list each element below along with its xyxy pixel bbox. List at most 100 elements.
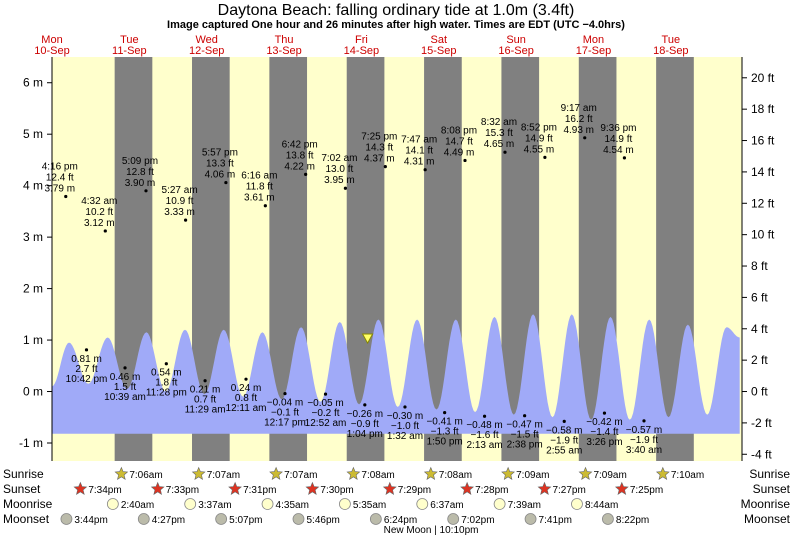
sunrise-star-icon — [269, 466, 283, 480]
day-date: 13-Sep — [266, 45, 301, 57]
high-tide-meters: 4.22 m — [284, 161, 315, 172]
high-tide-time: 4:32 am — [81, 196, 117, 207]
day-date: 16-Sep — [498, 45, 533, 57]
low-tide-time: 11:28 pm — [146, 388, 187, 399]
moonrise-moon-icon — [261, 498, 274, 510]
moonset-row-label-left: Moonset — [3, 512, 50, 526]
high-tide-time: 5:57 pm — [202, 148, 238, 159]
low-tide-feet: −0.1 ft — [271, 408, 299, 419]
sunset-time: 7:34pm — [88, 485, 121, 496]
sunset-star-icon — [73, 481, 88, 495]
high-tide-feet: 13.3 ft — [206, 159, 234, 170]
sunrise-time: 7:09am — [593, 470, 626, 481]
day-name: Tue — [120, 34, 139, 46]
high-tide-feet: 14.9 ft — [605, 134, 633, 145]
sunrise-time: 7:06am — [129, 470, 162, 481]
y-tick-label-right: 10 ft — [751, 228, 775, 242]
low-tide-time: 2:55 am — [546, 445, 582, 456]
high-tide-feet: 16.2 ft — [565, 114, 593, 125]
high-tide-time: 6:16 am — [241, 171, 277, 182]
moonrise-time: 8:44am — [585, 500, 618, 511]
moonset-time: 8:22pm — [616, 515, 649, 526]
low-tide-meters: −0.26 m — [347, 409, 383, 420]
high-tide-meters: 4.65 m — [484, 139, 515, 150]
low-tide-feet: −1.9 ft — [550, 435, 578, 446]
low-tide-meters: −0.05 m — [307, 398, 343, 409]
low-tide-point — [244, 377, 248, 381]
moonset-row-label-right: Moonset — [744, 512, 791, 526]
day-date: 17-Sep — [576, 45, 611, 57]
moonset-time: 4:27pm — [152, 515, 185, 526]
high-tide-meters: 4.93 m — [563, 125, 594, 136]
low-tide-meters: −0.30 m — [387, 411, 423, 422]
sunset-row-label-right: Sunset — [753, 482, 791, 496]
high-tide-feet: 10.2 ft — [85, 207, 113, 218]
day-name: Tue — [662, 34, 681, 46]
low-tide-point — [642, 419, 646, 423]
low-tide-time: 12:17 pm — [264, 418, 306, 429]
low-tide-meters: −0.47 m — [506, 420, 542, 431]
high-tide-point — [383, 165, 387, 169]
sunset-time: 7:28pm — [475, 485, 508, 496]
sunset-star-icon — [305, 481, 320, 495]
low-tide-point — [602, 411, 607, 415]
moonrise-row-label-right: Moonrise — [741, 497, 791, 511]
moonset-moon-icon — [602, 513, 614, 525]
low-tide-time: 11:29 am — [185, 405, 226, 416]
low-tide-point — [203, 379, 207, 383]
current-tide-marker — [361, 333, 374, 345]
low-tide-point — [323, 392, 328, 396]
low-tide-meters: 0.54 m — [151, 368, 182, 379]
sunrise-star-icon — [191, 466, 206, 480]
moonrise-moon-icon — [339, 498, 351, 510]
day-date: 10-Sep — [34, 45, 69, 57]
y-tick-label-left: -1 m — [19, 436, 43, 450]
day-name: Sun — [506, 34, 526, 46]
day-name: Thu — [275, 34, 294, 46]
sunrise-time: 7:10am — [671, 470, 704, 481]
low-tide-feet: −1.9 ft — [630, 435, 658, 446]
y-tick-label-right: 2 ft — [751, 353, 768, 367]
low-tide-time: 10:39 am — [104, 392, 146, 403]
high-tide-time: 8:52 pm — [521, 122, 557, 133]
y-tick-label-left: 5 m — [23, 127, 43, 141]
sunset-star-icon — [228, 481, 242, 495]
moonrise-moon-icon — [493, 498, 506, 510]
chart-title: Daytona Beach: falling ordinary tide at … — [218, 2, 575, 19]
high-tide-meters: 3.95 m — [324, 175, 355, 186]
moonrise-moon-icon — [416, 498, 429, 510]
high-tide-feet: 14.7 ft — [445, 136, 473, 147]
sunrise-time: 7:09am — [516, 470, 549, 481]
high-tide-point — [304, 172, 308, 176]
chart-subtitle: Image captured One hour and 26 minutes a… — [167, 19, 625, 31]
low-tide-time: 3:26 pm — [586, 437, 622, 448]
high-tide-time: 9:36 pm — [600, 123, 636, 134]
sunset-time: 7:29pm — [398, 485, 431, 496]
moonset-time: 3:44pm — [74, 515, 107, 526]
high-tide-time: 5:27 am — [162, 185, 198, 196]
low-tide-point — [84, 348, 89, 352]
sunrise-star-icon — [114, 466, 129, 480]
high-tide-time: 5:09 pm — [122, 156, 158, 167]
low-tide-time: 1:04 pm — [347, 429, 383, 440]
day-date: 12-Sep — [189, 45, 224, 57]
low-tide-feet: −1.0 ft — [391, 421, 419, 432]
sunset-star-icon — [150, 481, 165, 495]
low-tide-point — [523, 414, 527, 418]
high-tide-point — [183, 218, 188, 222]
day-date: 18-Sep — [653, 45, 688, 57]
low-tide-feet: 1.8 ft — [155, 378, 177, 389]
y-tick-label-left: 0 m — [23, 385, 43, 399]
low-tide-meters: −0.57 m — [626, 425, 662, 436]
high-tide-meters: 3.33 m — [164, 207, 195, 218]
y-tick-label-right: 18 ft — [751, 102, 775, 116]
high-tide-time: 7:47 am — [401, 135, 437, 146]
moonset-moon-icon — [215, 513, 228, 525]
low-tide-meters: 0.24 m — [231, 383, 262, 394]
high-tide-point — [423, 168, 427, 172]
y-tick-label-left: 6 m — [23, 76, 43, 90]
moonrise-time: 5:35am — [353, 500, 386, 511]
high-tide-meters: 4.49 m — [444, 147, 475, 158]
high-tide-point — [503, 150, 507, 154]
